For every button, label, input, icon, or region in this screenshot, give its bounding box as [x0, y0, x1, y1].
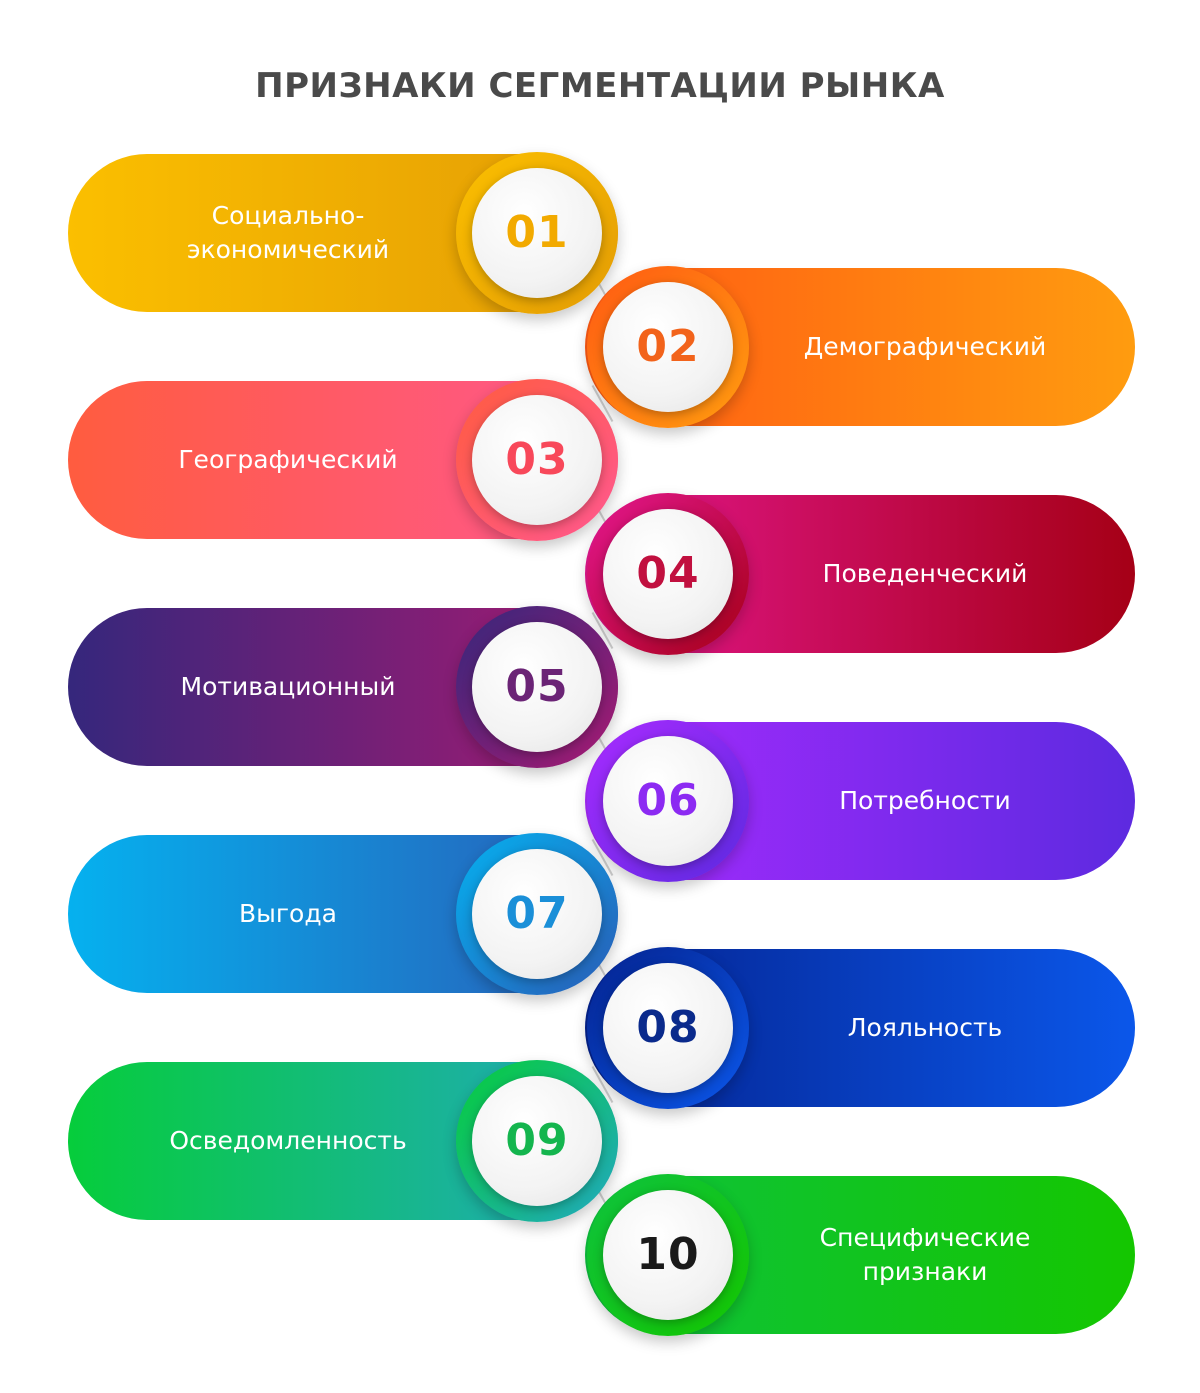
segment-label: Демографический — [803, 332, 1047, 361]
segment-label: Осведомленность — [169, 1126, 407, 1155]
number-badge: 02 — [587, 266, 749, 428]
number-badge: 08 — [587, 947, 749, 1109]
segment-number: 06 — [603, 736, 733, 866]
page-title: ПРИЗНАКИ СЕГМЕНТАЦИИ РЫНКА — [255, 66, 945, 106]
segment-item-09: Осведомленность 09 — [68, 1060, 618, 1222]
segment-number: 07 — [472, 849, 602, 979]
segment-item-01: Социально- экономический 01 — [68, 152, 618, 314]
number-badge: 10 — [587, 1174, 749, 1336]
connector-line — [591, 612, 614, 649]
segment-number: 03 — [472, 395, 602, 525]
segment-item-08: Лояльность 08 — [585, 947, 1135, 1109]
segment-number: 01 — [472, 168, 602, 298]
segment-item-04: Поведенческий 04 — [585, 493, 1135, 655]
segment-item-10: Специфические признаки 10 — [585, 1174, 1135, 1336]
segment-number: 04 — [603, 509, 733, 639]
number-badge: 06 — [587, 720, 749, 882]
segment-label: Поведенческий — [822, 559, 1028, 588]
segment-label: Социально- экономический — [186, 201, 390, 264]
segment-item-07: Выгода 07 — [68, 833, 618, 995]
segment-label: Мотивационный — [180, 672, 396, 701]
segment-number: 05 — [472, 622, 602, 752]
segment-item-02: Демографический 02 — [585, 266, 1135, 428]
segment-label: Выгода — [239, 899, 337, 928]
segment-label: Специфические признаки — [819, 1223, 1031, 1286]
segment-item-05: Мотивационный 05 — [68, 606, 618, 768]
number-badge: 07 — [456, 833, 618, 995]
connector-line — [591, 1066, 614, 1103]
connector-line — [591, 385, 614, 422]
number-badge: 09 — [456, 1060, 618, 1222]
number-badge: 04 — [587, 493, 749, 655]
number-badge: 05 — [456, 606, 618, 768]
segment-label: Географический — [178, 445, 398, 474]
segment-item-06: Потребности 06 — [585, 720, 1135, 882]
segment-number: 09 — [472, 1076, 602, 1206]
segment-label: Потребности — [839, 786, 1011, 815]
segment-number: 10 — [603, 1190, 733, 1320]
segment-label: Лояльность — [847, 1013, 1003, 1042]
segment-item-03: Географический 03 — [68, 379, 618, 541]
connector-line — [591, 839, 614, 876]
number-badge: 03 — [456, 379, 618, 541]
number-badge: 01 — [456, 152, 618, 314]
segment-number: 02 — [603, 282, 733, 412]
segment-number: 08 — [603, 963, 733, 1093]
